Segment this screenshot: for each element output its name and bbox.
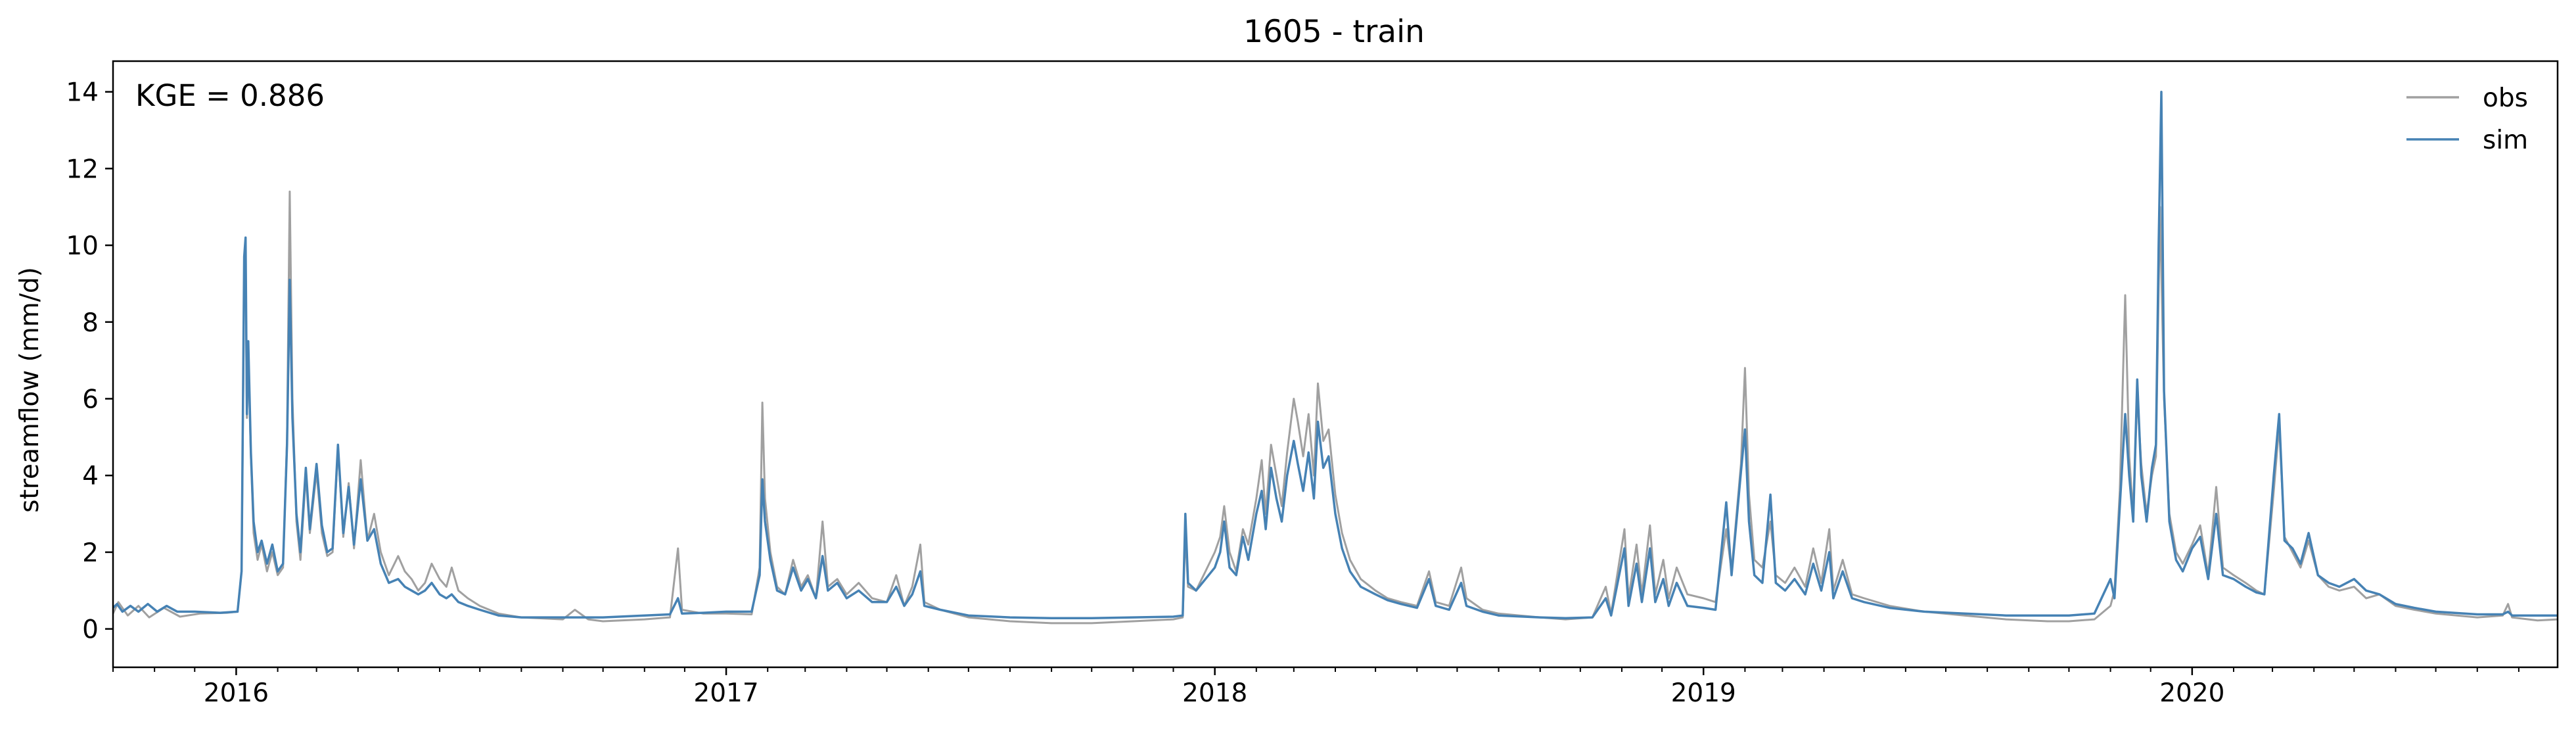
x-tick-label: 2017 bbox=[693, 678, 758, 708]
y-tick-label: 8 bbox=[82, 308, 99, 338]
kge-annotation: KGE = 0.886 bbox=[135, 78, 325, 113]
y-tick-label: 12 bbox=[66, 154, 99, 184]
x-tick-label: 2020 bbox=[2159, 678, 2224, 708]
legend-label-sim: sim bbox=[2483, 126, 2528, 155]
legend: obs sim bbox=[2406, 83, 2528, 155]
y-tick-label: 14 bbox=[66, 78, 99, 108]
y-tick-label: 4 bbox=[82, 462, 99, 491]
y-tick-label: 0 bbox=[82, 615, 99, 645]
series-line-sim bbox=[113, 90, 2558, 620]
x-tick-label: 2016 bbox=[204, 678, 269, 708]
y-axis-label: streamflow (mm/d) bbox=[15, 267, 45, 513]
y-tick-label: 2 bbox=[82, 538, 99, 568]
x-tick-label: 2018 bbox=[1182, 678, 1247, 708]
chart-title: 1605 - train bbox=[1243, 14, 1425, 50]
x-tick-label: 2019 bbox=[1671, 678, 1736, 708]
y-tick-label: 6 bbox=[82, 385, 99, 415]
legend-label-obs: obs bbox=[2483, 83, 2528, 113]
plot-area: 0 2 4 6 8 10 12 14 2016 2017 2018 2019 2020 bbox=[66, 60, 2559, 708]
y-tick-label: 10 bbox=[66, 231, 99, 261]
